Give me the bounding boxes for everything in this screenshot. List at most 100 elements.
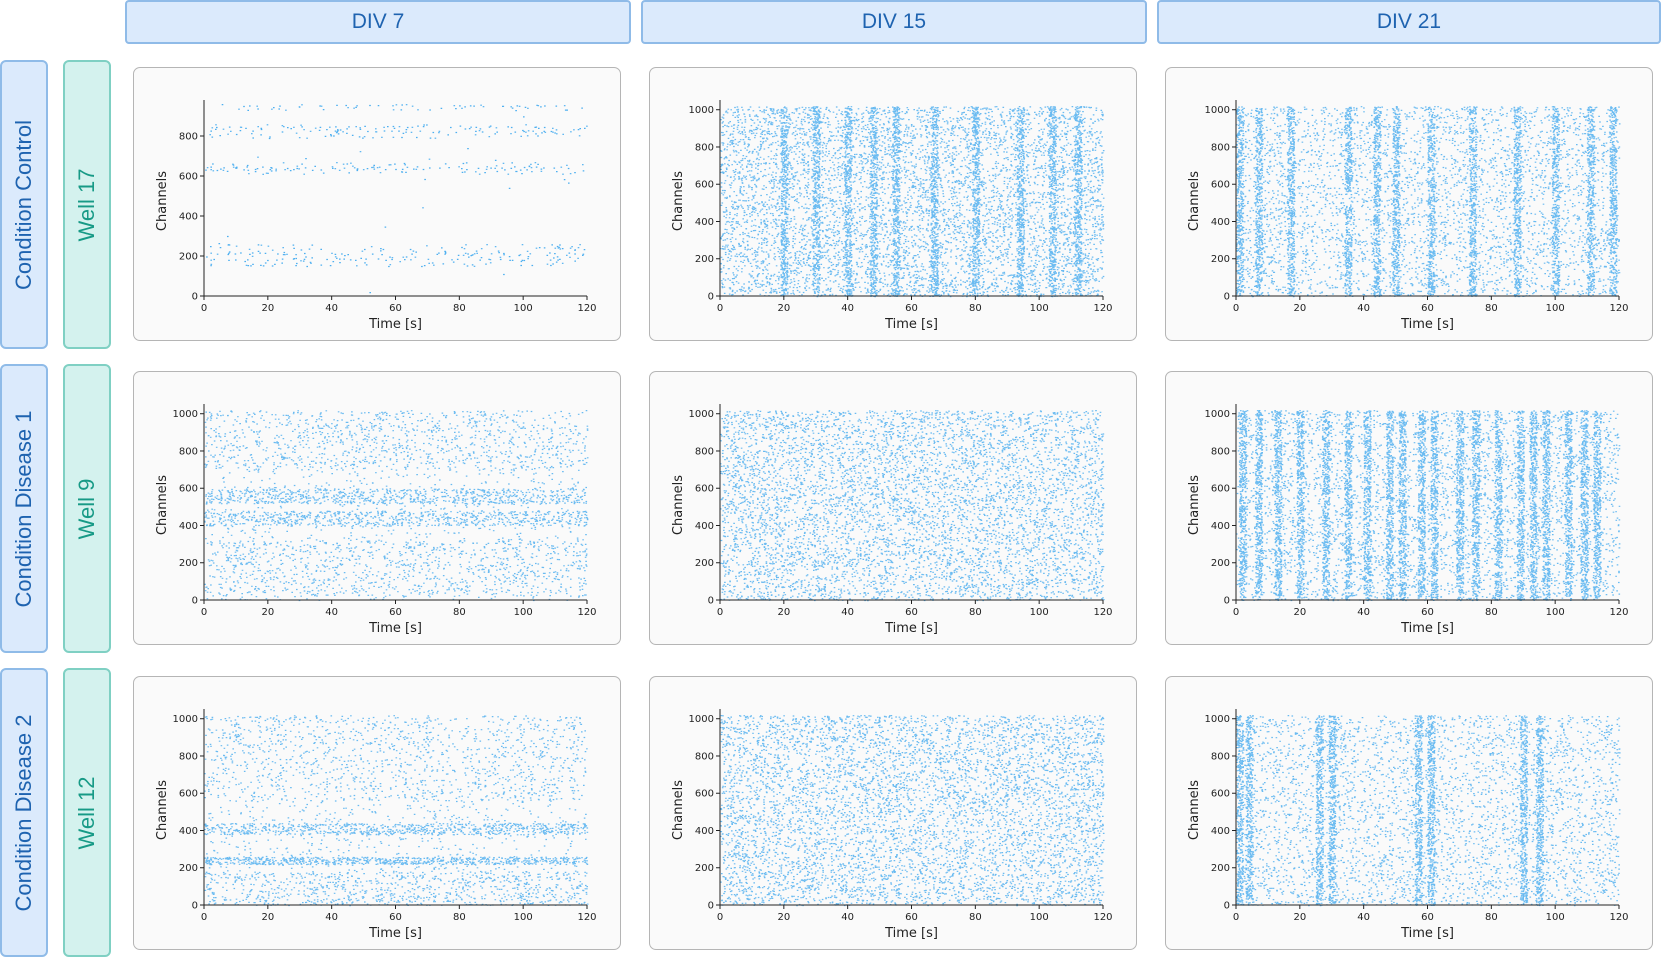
y-tick-label: 800 [1211,142,1230,153]
x-tick-label: 60 [1421,303,1434,314]
x-tick-label: 120 [1609,303,1628,314]
row-well-9: Well 9 [63,364,111,653]
x-tick-label: 40 [1357,912,1370,923]
y-axis-title: Channels [671,780,686,840]
x-tick-label: 60 [389,607,402,618]
x-tick-label: 120 [1609,912,1628,923]
x-axis-title: Time [s] [884,317,938,332]
row-condition-disease-2: Condition Disease 2 [0,668,48,957]
y-axis-title: Channels [671,171,686,231]
condition-label: Condition Control [11,119,36,290]
x-tick-label: 100 [514,912,533,923]
column-header-div7: DIV 7 [125,0,631,44]
x-tick-label: 40 [325,303,338,314]
y-tick-label: 800 [695,142,714,153]
y-tick-label: 0 [1224,901,1230,912]
y-axis-title: Channels [1187,475,1202,535]
x-axis-title: Time [s] [884,926,938,941]
y-tick-label: 800 [179,446,198,457]
y-tick-label: 400 [1211,217,1230,228]
x-tick-label: 80 [1485,607,1498,618]
y-tick-label: 400 [179,521,198,532]
raster-panel: 0 20 40 60 80 100 120 0 200 400 600 800 1000 Time [s]… [133,371,621,645]
x-tick-label: 0 [1233,303,1239,314]
y-tick-label: 1000 [1205,105,1230,116]
y-tick-label: 600 [695,484,714,495]
y-tick-label: 200 [179,558,198,569]
x-tick-label: 120 [1093,607,1112,618]
y-axis-title: Channels [155,780,170,840]
y-tick-label: 400 [695,521,714,532]
y-tick-label: 600 [695,789,714,800]
raster-plot: 0 20 40 60 80 100 120 0 200 400 600 800 1000 Time [s]… [1187,709,1629,941]
spike-raster [205,104,588,294]
well-label: Well 9 [74,478,99,539]
y-axis-title: Channels [671,475,686,535]
raster-plot: 0 20 40 60 80 100 120 0 200 400 600 800 1000 Time [s]… [671,709,1113,941]
y-tick-label: 600 [1211,789,1230,800]
y-tick-label: 0 [192,901,198,912]
row-condition-control: Condition Control [0,60,48,349]
y-tick-label: 200 [1211,558,1230,569]
y-tick-label: 1000 [689,105,714,116]
column-header-div15: DIV 15 [641,0,1147,44]
spike-raster [204,715,589,907]
x-tick-label: 0 [717,912,723,923]
x-tick-label: 20 [1293,303,1306,314]
row-well-12: Well 12 [63,668,111,957]
x-tick-label: 60 [389,912,402,923]
y-tick-label: 0 [708,901,714,912]
x-axis-title: Time [s] [1400,926,1454,941]
column-header-label: DIV 15 [861,10,927,33]
y-tick-label: 200 [695,558,714,569]
x-tick-label: 40 [841,912,854,923]
raster-plot: 0 20 40 60 80 100 120 0 200 400 600 800 1000 Time [s]… [1187,404,1629,636]
y-tick-label: 1000 [173,714,198,725]
x-tick-label: 20 [1293,912,1306,923]
y-tick-label: 400 [1211,521,1230,532]
x-axis-title: Time [s] [884,621,938,636]
row-well-17: Well 17 [63,60,111,349]
y-tick-label: 1000 [689,409,714,420]
x-tick-label: 0 [201,303,207,314]
condition-label: Condition Disease 2 [11,714,36,911]
x-tick-label: 100 [1030,607,1049,618]
raster-panel: 0 20 40 60 80 100 120 0 200 400 600 800 1000 Time [s]… [133,676,621,950]
x-tick-label: 80 [453,607,466,618]
raster-plot: 0 20 40 60 80 100 120 0 200 400 600 800 1000 Time [s]… [671,404,1113,636]
x-tick-label: 20 [777,912,790,923]
x-tick-label: 20 [261,912,274,923]
x-axis-title: Time [s] [1400,621,1454,636]
x-tick-label: 120 [577,607,596,618]
y-tick-label: 600 [179,172,198,183]
x-tick-label: 80 [453,303,466,314]
y-tick-label: 600 [179,484,198,495]
x-tick-label: 120 [577,912,596,923]
y-axis-title: Channels [1187,780,1202,840]
x-tick-label: 40 [325,607,338,618]
y-tick-label: 400 [695,826,714,837]
y-tick-label: 800 [1211,446,1230,457]
y-tick-label: 600 [179,789,198,800]
raster-plot: 0 20 40 60 80 100 120 0 200 400 600 800 1000 Time [s]… [155,404,597,636]
raster-panel: 0 20 40 60 80 100 120 0 200 400 600 800 1000 Time [s]… [1165,676,1653,950]
x-tick-label: 60 [1421,912,1434,923]
x-tick-label: 0 [1233,607,1239,618]
x-tick-label: 20 [261,303,274,314]
x-tick-label: 80 [453,912,466,923]
x-tick-label: 0 [201,607,207,618]
x-tick-label: 20 [261,607,274,618]
x-tick-label: 80 [969,303,982,314]
y-axis-title: Channels [1187,171,1202,231]
x-tick-label: 60 [1421,607,1434,618]
x-tick-label: 100 [514,303,533,314]
x-tick-label: 100 [1546,912,1565,923]
y-tick-label: 1000 [173,409,198,420]
x-tick-label: 60 [905,303,918,314]
well-label: Well 12 [74,776,99,849]
spike-raster [720,715,1105,907]
y-tick-label: 800 [179,132,198,143]
y-tick-label: 0 [192,292,198,303]
x-tick-label: 100 [1546,303,1565,314]
y-tick-label: 800 [1211,751,1230,762]
